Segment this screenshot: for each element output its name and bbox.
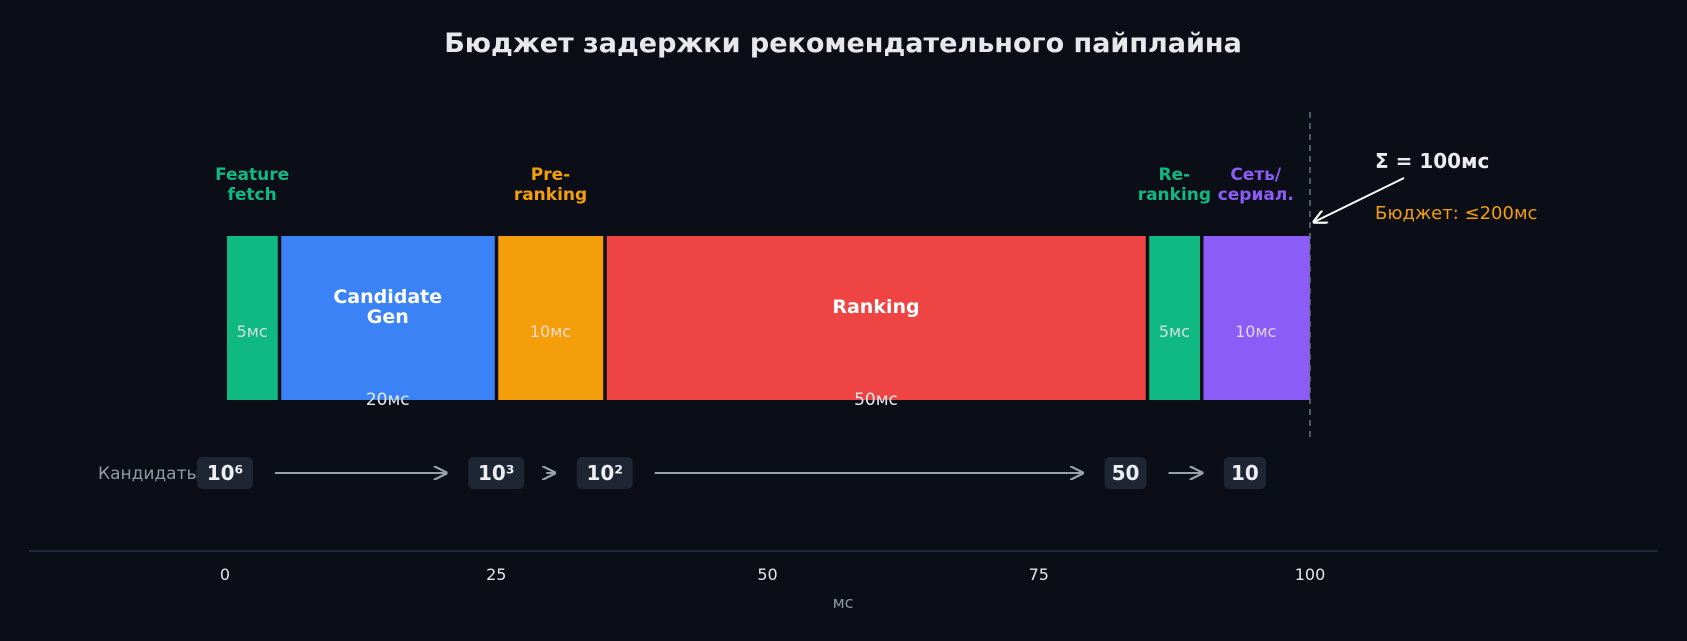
candidate-count: 10² <box>586 461 623 485</box>
stage-title-network: Сеть/сериал. <box>1218 165 1294 205</box>
stage-title-feature-fetch: Feature fetch <box>215 165 289 205</box>
bar-network <box>1203 236 1310 400</box>
sum-label: Σ = 100мс <box>1375 149 1489 173</box>
candidate-count: 10³ <box>478 461 515 485</box>
x-axis-ticks: 0 25 50 75 100 <box>220 565 1325 584</box>
x-tick-label: 75 <box>1029 565 1049 584</box>
stage-title-candidate-gen: Candidate Gen <box>333 286 442 328</box>
candidate-badge-bg <box>1104 457 1147 489</box>
duration-label-pre-ranking: 10мс <box>530 322 571 341</box>
stage-bars <box>227 236 1310 400</box>
stage-title-ranking: Ranking <box>832 296 919 318</box>
candidate-count: 10 <box>1231 461 1259 485</box>
candidate-badge-bg <box>468 457 525 489</box>
sum-arrow <box>1314 177 1405 222</box>
x-tick-label: 0 <box>220 565 230 584</box>
candidate-count: 50 <box>1112 461 1140 485</box>
x-tick-label: 100 <box>1295 565 1326 584</box>
candidate-badge-bg <box>1223 457 1266 489</box>
sum-annotation: Σ = 100мс Бюджет: ≤200мс <box>1314 149 1537 224</box>
duration-label-network: 10мс <box>1235 322 1276 341</box>
candidate-badge-bg <box>576 457 633 489</box>
stage-title-pre-ranking: Pre-ranking <box>514 165 587 205</box>
stage-labels: Feature fetch 5мс Candidate Gen 20мс Pre-ranki… <box>215 165 1294 410</box>
candidate-count: 10⁶ <box>207 461 244 485</box>
x-tick-label: 25 <box>486 565 506 584</box>
candidates-row: Кандидаты: 10⁶ 10³ 10² 50 10 <box>98 457 1266 489</box>
duration-label-candidate-gen: 20мс <box>366 390 410 410</box>
bar-ranking <box>606 236 1146 400</box>
bar-candidate-gen <box>281 236 495 400</box>
duration-label-re-ranking: 5мс <box>1159 322 1190 341</box>
stage-title-re-ranking: Re-ranking <box>1138 165 1211 205</box>
budget-label: Бюджет: ≤200мс <box>1375 203 1537 224</box>
bar-re-ranking <box>1149 236 1200 400</box>
x-axis-label: мс <box>833 593 854 612</box>
candidate-badge-bg <box>197 457 253 489</box>
x-tick-label: 50 <box>757 565 777 584</box>
bar-feature-fetch <box>227 236 278 400</box>
duration-label-feature-fetch: 5мс <box>237 322 268 341</box>
duration-label-ranking: 50мс <box>854 390 898 410</box>
bar-pre-ranking <box>498 236 604 400</box>
candidates-label: Кандидаты: <box>98 464 206 484</box>
chart-title: Бюджет задержки рекомендательного пайпла… <box>444 28 1242 59</box>
